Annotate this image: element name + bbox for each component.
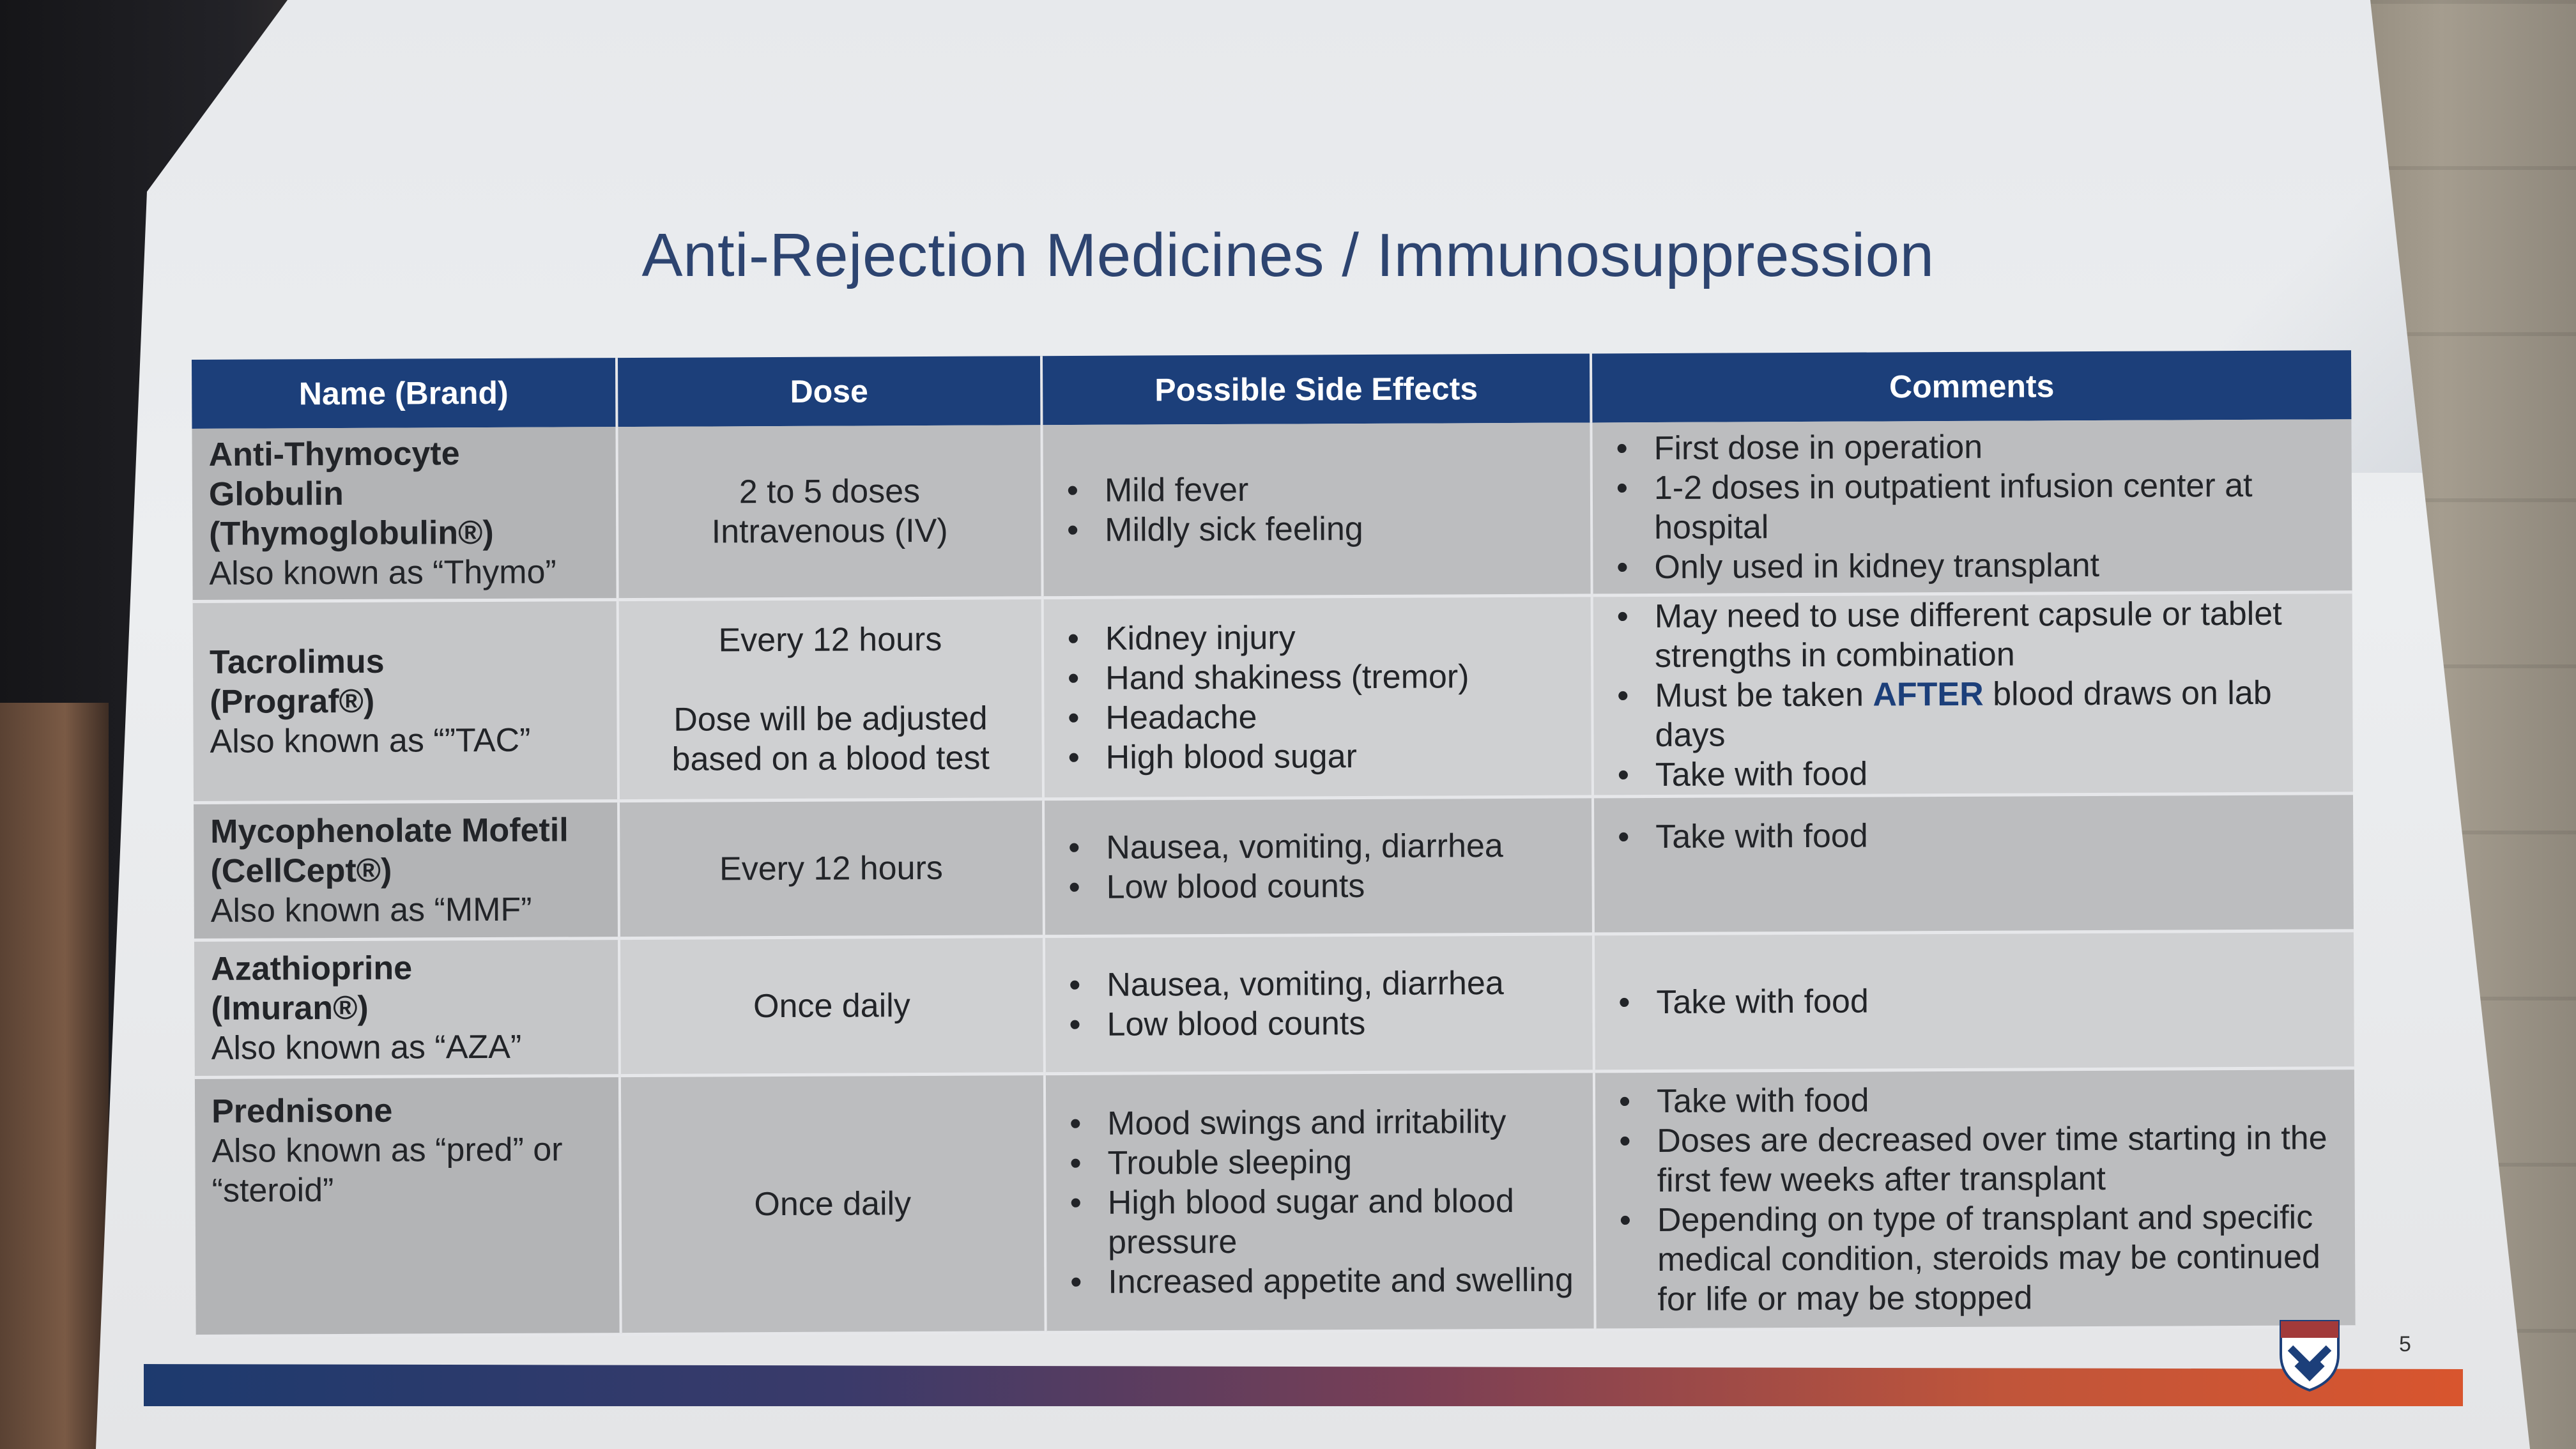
cell-comments: First dose in operation 1-2 doses in out… <box>1591 419 2352 595</box>
drug-aka: Also known as “Thymo” <box>209 553 556 592</box>
comment-item: Only used in kidney transplant <box>1654 544 2335 587</box>
comment-item: May need to use different capsule or tab… <box>1655 594 2336 676</box>
table-row: Anti-Thymocyte Globulin (Thymoglobulin®)… <box>192 419 2352 601</box>
cell-comments: May need to use different capsule or tab… <box>1591 592 2353 797</box>
side-effect-item: Nausea, vomiting, diarrhea <box>1106 825 1575 867</box>
dose-line: based on a blood test <box>671 739 990 778</box>
cell-name: Anti-Thymocyte Globulin (Thymoglobulin®)… <box>192 427 618 601</box>
drug-aka: Also known as “”TAC” <box>210 721 531 760</box>
header-name: Name (Brand) <box>192 358 617 429</box>
drug-aka: Also known as “MMF” <box>210 891 532 930</box>
comment-item: Doses are decreased over time starting i… <box>1657 1118 2338 1200</box>
cell-name: Tacrolimus (Prograf®) Also known as “”TA… <box>192 599 619 802</box>
dose-line: Every 12 hours <box>718 620 942 659</box>
drug-name: Prednisone <box>211 1092 393 1130</box>
penn-shield-logo <box>2280 1320 2340 1392</box>
header-side-effects: Possible Side Effects <box>1041 353 1591 425</box>
table-row: Tacrolimus (Prograf®) Also known as “”TA… <box>192 592 2353 802</box>
comment-item: Take with food <box>1657 1078 2338 1121</box>
side-effect-item: Low blood counts <box>1107 1002 1575 1044</box>
comment-text: Must be taken <box>1655 676 1864 714</box>
drug-name: Azathioprine <box>211 949 413 988</box>
drug-aka: Also known as “pred” or <box>211 1130 563 1170</box>
drug-brand: (Imuran®) <box>211 989 369 1027</box>
cell-name: Mycophenolate Mofetil (CellCept®) Also k… <box>194 801 619 940</box>
cell-dose: Every 12 hours Dose will be adjusted bas… <box>617 597 1044 801</box>
dose-line: Dose will be adjusted <box>673 700 988 739</box>
cell-dose: Every 12 hours <box>618 799 1044 939</box>
cell-name: Prednisone Also known as “pred” or “ster… <box>194 1075 621 1336</box>
background-arm <box>0 703 109 1449</box>
table-row: Mycophenolate Mofetil (CellCept®) Also k… <box>194 793 2354 940</box>
footer-gradient-bar <box>144 1364 2463 1406</box>
table-header-row: Name (Brand) Dose Possible Side Effects … <box>192 350 2352 429</box>
comment-item: Must be taken AFTER blood draws on lab d… <box>1655 673 2336 755</box>
drug-name: Tacrolimus <box>209 643 385 681</box>
page-number: 5 <box>2399 1332 2411 1356</box>
side-effect-item: Increased appetite and swelling <box>1108 1260 1577 1301</box>
comment-item: Depending on type of transplant and spec… <box>1657 1197 2339 1319</box>
slide-title: Anti-Rejection Medicines / Immunosuppres… <box>641 221 1935 289</box>
drug-brand: (Thymoglobulin®) <box>209 514 494 553</box>
drug-brand: (Prograf®) <box>210 682 375 721</box>
cell-comments: Take with food <box>1593 930 2354 1071</box>
table-row: Azathioprine (Imuran®) Also known as “AZ… <box>194 930 2354 1077</box>
cell-side-effects: Nausea, vomiting, diarrhea Low blood cou… <box>1043 933 1594 1074</box>
drug-aka: Also known as “AZA” <box>211 1028 522 1067</box>
side-effect-item: Hand shakiness (tremor) <box>1105 656 1574 698</box>
dose-line: Every 12 hours <box>719 849 943 887</box>
dose-line: Once daily <box>753 986 910 1025</box>
drug-name: Mycophenolate Mofetil <box>210 811 569 850</box>
drug-name: Anti-Thymocyte Globulin <box>208 434 460 513</box>
comment-item: 1-2 doses in outpatient infusion center … <box>1654 465 2336 548</box>
comment-item: Take with food <box>1655 752 2336 795</box>
side-effect-item: Mood swings and irritability <box>1107 1101 1576 1143</box>
side-effect-item: Trouble sleeping <box>1107 1141 1576 1183</box>
dose-spacer <box>636 659 1025 700</box>
medicines-table: Name (Brand) Dose Possible Side Effects … <box>192 350 2356 1337</box>
side-effect-item: High blood sugar and blood pressure <box>1108 1181 1577 1262</box>
cell-dose: Once daily <box>619 1073 1046 1335</box>
header-dose: Dose <box>616 356 1042 427</box>
side-effect-item: Nausea, vomiting, diarrhea <box>1107 963 1575 1004</box>
cell-comments: Take with food <box>1593 793 2354 934</box>
side-effect-item: Mild fever <box>1105 468 1574 510</box>
cell-dose: 2 to 5 doses Intravenous (IV) <box>617 425 1043 600</box>
comment-item: Take with food <box>1656 979 2337 1022</box>
side-effect-item: Mildly sick feeling <box>1105 508 1574 549</box>
cell-name: Azathioprine (Imuran®) Also known as “AZ… <box>194 938 620 1077</box>
dose-line: 2 to 5 doses <box>739 472 921 511</box>
cell-side-effects: Mood swings and irritability Trouble sle… <box>1044 1071 1595 1333</box>
side-effect-item: Low blood counts <box>1106 865 1575 907</box>
header-comments: Comments <box>1590 350 2352 423</box>
drug-aka: “steroid” <box>211 1171 334 1209</box>
cell-side-effects: Mild fever Mildly sick feeling <box>1041 422 1592 598</box>
dose-line: Once daily <box>754 1184 912 1223</box>
cell-side-effects: Kidney injury Hand shakiness (tremor) He… <box>1042 595 1593 799</box>
drug-brand: (CellCept®) <box>210 852 392 890</box>
table-row: Prednisone Also known as “pred” or “ster… <box>194 1068 2356 1336</box>
comment-emphasis: AFTER <box>1873 675 1984 714</box>
comment-item: First dose in operation <box>1653 425 2334 468</box>
cell-side-effects: Nausea, vomiting, diarrhea Low blood cou… <box>1043 796 1593 937</box>
cell-dose: Once daily <box>618 936 1045 1076</box>
side-effect-item: Headache <box>1105 696 1574 737</box>
comment-item: Take with food <box>1655 814 2336 857</box>
dose-line: Intravenous (IV) <box>711 512 948 551</box>
cell-comments: Take with food Doses are decreased over … <box>1593 1068 2356 1330</box>
side-effect-item: High blood sugar <box>1106 735 1575 777</box>
side-effect-item: Kidney injury <box>1105 617 1574 658</box>
